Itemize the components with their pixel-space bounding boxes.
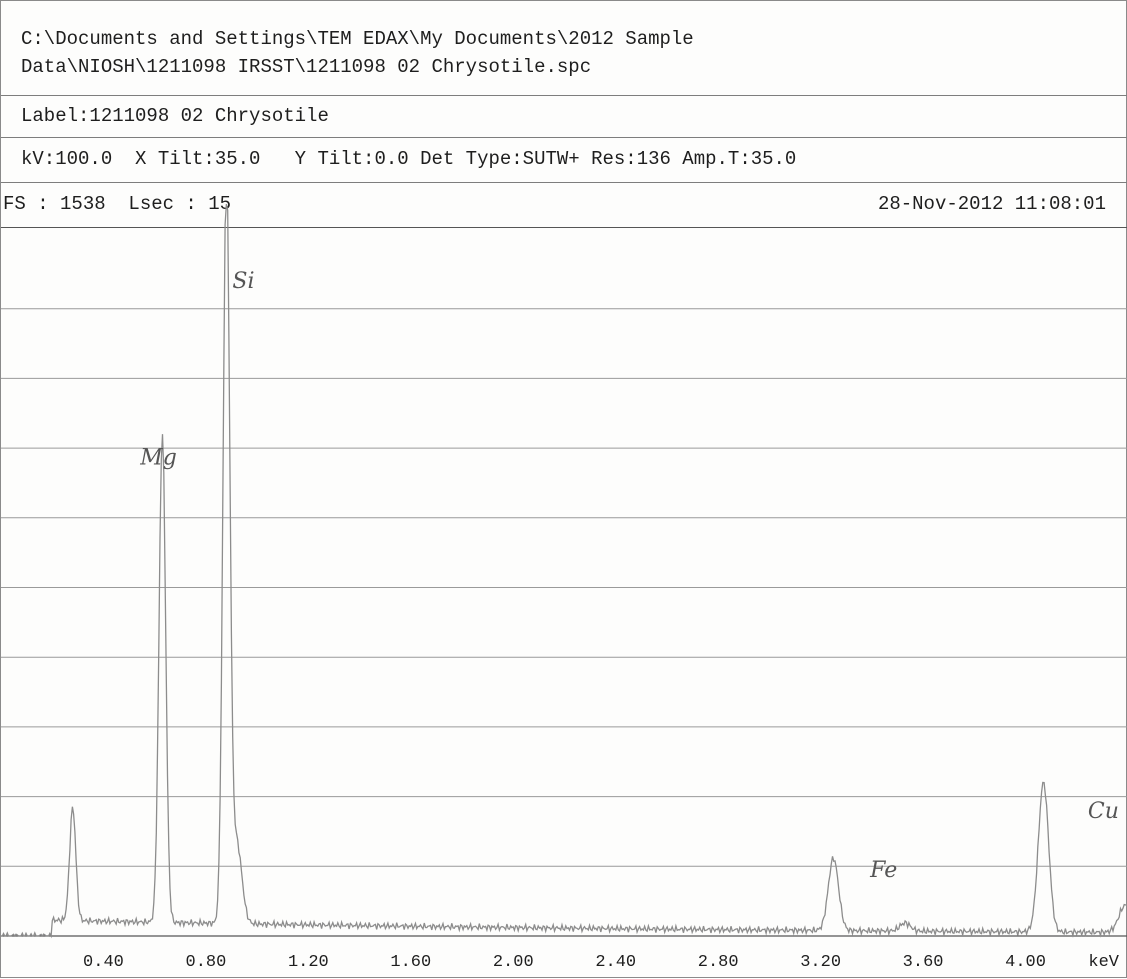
x-tick-label: 3.60 [903,953,944,972]
x-tick-label: 2.80 [698,953,739,972]
x-tick-label: 4.00 [1005,953,1046,972]
x-axis-label: keV [1088,953,1119,972]
x-tick-label: 2.40 [595,953,636,972]
x-tick-label: 1.60 [390,953,431,972]
x-tick-labels: 0.40 0.80 1.20 1.60 2.00 2.40 2.80 3.20 3.60 4.00 [83,953,1046,972]
x-tick-label: 2.00 [493,953,534,972]
x-tick-label: 3.20 [800,953,841,972]
x-tick-label: 0.40 [83,953,124,972]
peak-annotation-fe: Fe [869,858,897,883]
peak-annotations: Si Mg Fe Cu [139,269,1119,883]
peak-annotation-si: Si [232,269,254,294]
peak-annotation-mg: Mg [139,446,177,471]
x-tick-label: 1.20 [288,953,329,972]
spectrum-trace [1,204,1127,936]
grid-lines [1,309,1127,936]
x-tick-label: 0.80 [186,953,227,972]
peak-annotation-cu: Cu [1088,799,1119,824]
